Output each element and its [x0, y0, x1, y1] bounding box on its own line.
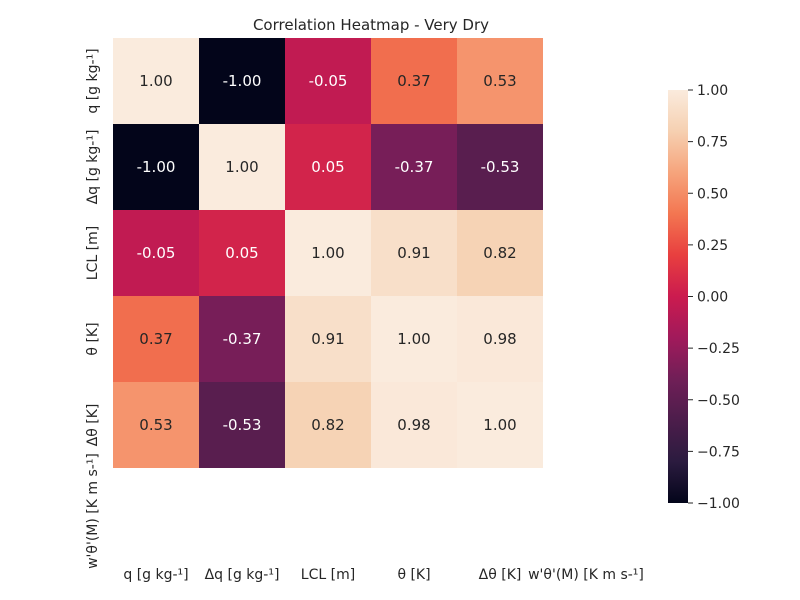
- cell-value-label: -1.00: [137, 158, 176, 176]
- heatmap-cell: [457, 382, 543, 468]
- heatmap-cell: [457, 38, 543, 124]
- heatmap-cell: [457, 124, 543, 210]
- cell-value-label: -0.53: [223, 416, 262, 434]
- chart-title: Correlation Heatmap - Very Dry: [253, 16, 489, 34]
- colorbar-tick-label: −0.50: [697, 393, 740, 409]
- cell-value-label: 1.00: [139, 72, 172, 90]
- heatmap-cell: [285, 124, 371, 210]
- heatmap-cell: [285, 38, 371, 124]
- colorbar-ticks: 1.00 0.75 0.50 0.25 0.00 −0.25 −0.50 −0.75 −1.00: [688, 83, 740, 512]
- x-tick-label: θ [K]: [397, 567, 430, 583]
- heatmap-cells: 1.00 -1.00 -0.05 0.37 0.53 -1.00 1.00 0.05 -0.37…: [113, 38, 543, 468]
- cell-value-label: 1.00: [483, 416, 516, 434]
- heatmap-cell: [199, 38, 285, 124]
- x-tick-label: q [g kg-¹]: [123, 567, 188, 583]
- heatmap-cell: [199, 296, 285, 382]
- cell-value-label: -0.37: [223, 330, 262, 348]
- heatmap-cell: [113, 38, 199, 124]
- x-tick-labels: q [g kg-¹] Δq [g kg-¹] LCL [m] θ [K] Δθ [K] w…: [123, 567, 644, 583]
- cell-value-label: -0.37: [395, 158, 434, 176]
- colorbar-tick-label: −0.25: [697, 341, 740, 357]
- heatmap-cell: [113, 382, 199, 468]
- y-tick-label: θ [K]: [85, 322, 101, 355]
- heatmap-cell: [199, 382, 285, 468]
- cell-value-label: 0.53: [139, 416, 172, 434]
- cell-value-label: -0.53: [481, 158, 520, 176]
- heatmap-cell: [285, 296, 371, 382]
- y-tick-label: Δq [g kg-¹]: [85, 130, 101, 205]
- y-tick-label: Δθ [K]: [85, 404, 101, 447]
- heatmap-cell: [457, 296, 543, 382]
- heatmap-cell: [285, 382, 371, 468]
- colorbar-tick-label: 1.00: [697, 83, 728, 99]
- y-tick-label: LCL [m]: [85, 226, 101, 280]
- cell-value-label: 0.53: [483, 72, 516, 90]
- cell-value-label: 0.37: [397, 72, 430, 90]
- heatmap-cell: [199, 210, 285, 296]
- heatmap-cell: [371, 38, 457, 124]
- cell-value-label: 0.91: [397, 244, 430, 262]
- x-tick-label: Δq [g kg-¹]: [205, 567, 280, 583]
- cell-value-label: 0.05: [311, 158, 344, 176]
- heatmap-cell: [371, 210, 457, 296]
- cell-value-label: 1.00: [311, 244, 344, 262]
- cell-value-label: 0.37: [139, 330, 172, 348]
- y-tick-label: w'θ'(M) [K m s-¹]: [85, 453, 101, 569]
- cell-value-label: 0.91: [311, 330, 344, 348]
- cell-value-label: -0.05: [137, 244, 176, 262]
- cell-value-label: 0.98: [397, 416, 430, 434]
- heatmap-cell: [371, 124, 457, 210]
- y-tick-labels: q [g kg-¹] Δq [g kg-¹] LCL [m] θ [K] Δθ [K] w…: [85, 48, 101, 569]
- cell-value-label: 1.00: [397, 330, 430, 348]
- cell-value-label: 1.00: [225, 158, 258, 176]
- heatmap-cell: [285, 210, 371, 296]
- heatmap-cell: [113, 296, 199, 382]
- x-tick-label: LCL [m]: [301, 567, 355, 583]
- colorbar-tick-label: 0.75: [697, 135, 728, 151]
- heatmap-cell: [371, 296, 457, 382]
- colorbar-tick-label: 0.50: [697, 186, 728, 202]
- heatmap-cell: [457, 210, 543, 296]
- x-tick-label: w'θ'(M) [K m s-¹]: [528, 567, 644, 583]
- colorbar-gradient: [668, 90, 688, 503]
- colorbar: 1.00 0.75 0.50 0.25 0.00 −0.25 −0.50 −0.75 −1.00: [668, 83, 740, 512]
- colorbar-tick-label: −1.00: [697, 496, 740, 512]
- cell-value-label: 0.98: [483, 330, 516, 348]
- colorbar-tick-label: −0.75: [697, 444, 740, 460]
- cell-value-label: 0.82: [483, 244, 516, 262]
- cell-value-label: 0.05: [225, 244, 258, 262]
- heatmap-cell: [113, 210, 199, 296]
- heatmap-cell: [113, 124, 199, 210]
- colorbar-tick-label: 0.00: [697, 290, 728, 306]
- x-tick-label: Δθ [K]: [479, 567, 522, 583]
- heatmap-cell: [199, 124, 285, 210]
- colorbar-tick-label: 0.25: [697, 238, 728, 254]
- heatmap-cell: [371, 382, 457, 468]
- cell-value-label: -1.00: [223, 72, 262, 90]
- cell-value-label: -0.05: [309, 72, 348, 90]
- cell-value-label: 0.82: [311, 416, 344, 434]
- y-tick-label: q [g kg-¹]: [85, 48, 101, 113]
